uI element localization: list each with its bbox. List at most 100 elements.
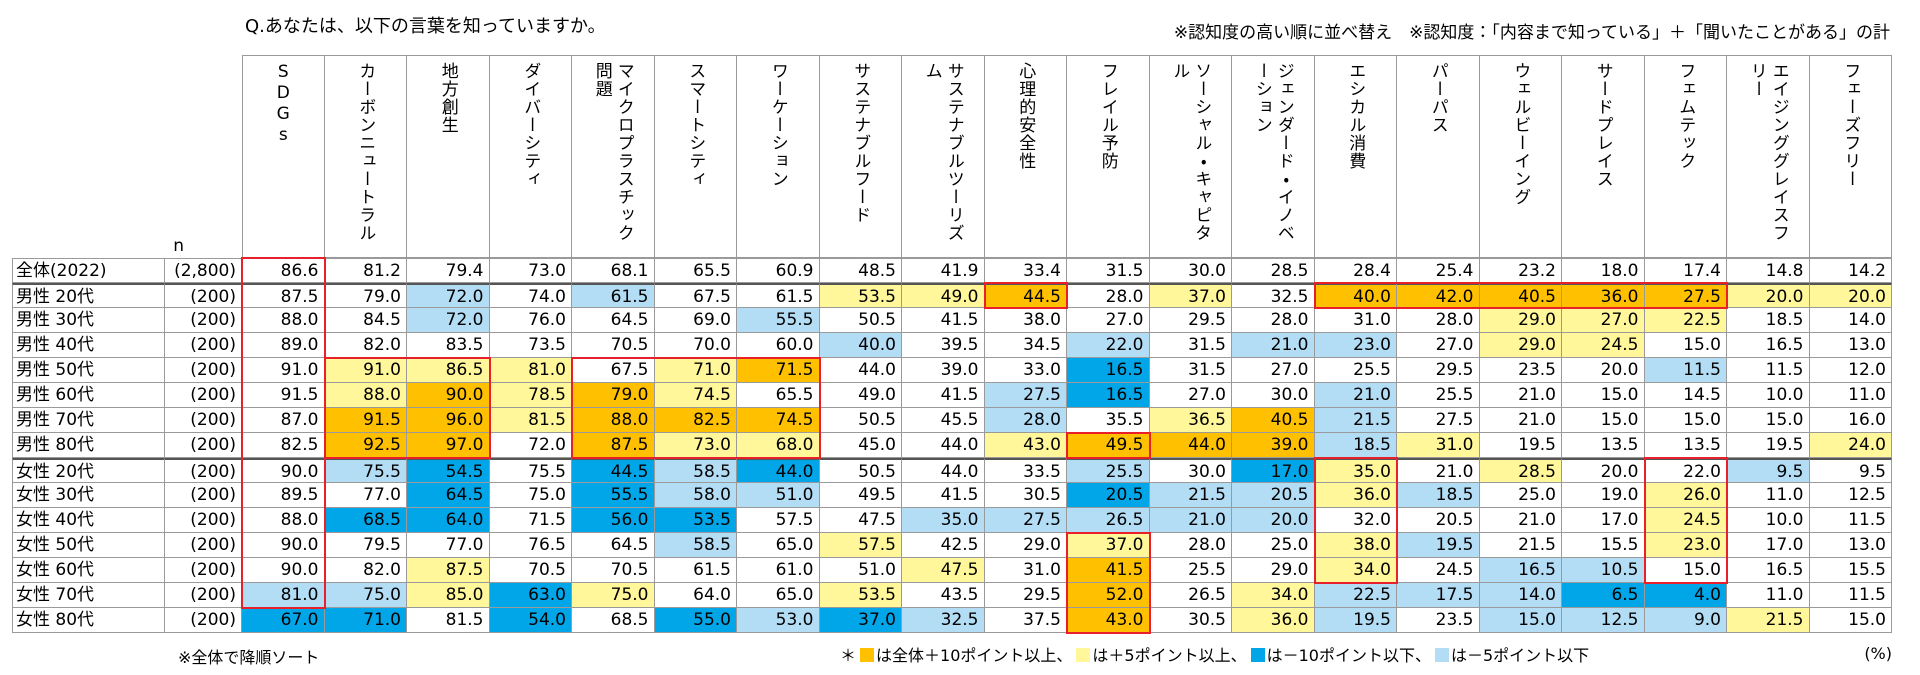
value-cell: 20.0 (1562, 458, 1645, 483)
sort-note: ※全体で降順ソート (178, 648, 320, 667)
value-cell: 25.0 (1232, 533, 1315, 558)
value-cell: 44.0 (902, 433, 985, 458)
value-cell: 21.0 (1479, 508, 1562, 533)
row-label: 男性 60代 (12, 383, 165, 408)
value-cell: 17.0 (1232, 458, 1315, 483)
column-label: パーパス (1427, 62, 1448, 134)
value-cell: 39.5 (902, 333, 985, 358)
value-cell: 32.5 (1232, 283, 1315, 308)
value-cell: 72.0 (489, 433, 572, 458)
value-cell: 89.0 (242, 333, 325, 358)
value-cell: 15.0 (1644, 558, 1727, 583)
value-cell: 81.5 (489, 408, 572, 433)
value-cell: 20.0 (1562, 358, 1645, 383)
value-cell: 56.0 (572, 508, 655, 533)
row-n: (200) (165, 383, 242, 408)
value-cell: 25.5 (1397, 383, 1480, 408)
value-cell: 10.0 (1727, 508, 1810, 533)
row-label: 女性 20代 (12, 458, 165, 483)
value-cell: 87.5 (242, 283, 325, 308)
value-cell: 41.5 (902, 383, 985, 408)
value-cell: 16.0 (1809, 408, 1892, 433)
column-header: エイジンググレイスフリー (1727, 55, 1810, 258)
value-cell: 87.0 (242, 408, 325, 433)
value-cell: 21.5 (1314, 408, 1397, 433)
value-cell: 75.0 (489, 483, 572, 508)
row-label: 女性 60代 (12, 558, 165, 583)
value-cell: 61.5 (654, 558, 737, 583)
value-cell: 61.5 (737, 283, 820, 308)
value-cell: 16.5 (1479, 558, 1562, 583)
value-cell: 27.0 (1067, 308, 1150, 333)
row-label: 女性 30代 (12, 483, 165, 508)
value-cell: 81.0 (242, 583, 325, 608)
column-header: ジェンダード・イノベーション (1232, 55, 1315, 258)
value-cell: 70.5 (572, 333, 655, 358)
value-cell: 55.5 (572, 483, 655, 508)
value-cell: 15.0 (1644, 408, 1727, 433)
value-cell: 20.5 (1397, 508, 1480, 533)
value-cell: 28.5 (1479, 458, 1562, 483)
value-cell: 23.0 (1314, 333, 1397, 358)
value-cell: 53.0 (737, 608, 820, 633)
value-cell: 64.0 (654, 583, 737, 608)
value-cell: 27.5 (1644, 283, 1727, 308)
value-cell: 15.0 (1479, 608, 1562, 633)
row-label: 男性 50代 (12, 358, 165, 383)
row-n: (200) (165, 408, 242, 433)
value-cell: 49.5 (819, 483, 902, 508)
column-label: 地方創生 (437, 62, 458, 134)
column-header: エシカル消費 (1314, 55, 1397, 258)
value-cell: 11.5 (1809, 583, 1892, 608)
value-cell: 82.0 (324, 558, 407, 583)
value-cell: 29.5 (1397, 358, 1480, 383)
value-cell: 78.5 (489, 383, 572, 408)
value-cell: 21.0 (1397, 458, 1480, 483)
value-cell: 57.5 (819, 533, 902, 558)
value-cell: 37.0 (1149, 283, 1232, 308)
column-header: マイクロプラスチック問題 (572, 55, 655, 258)
value-cell: 25.0 (1479, 483, 1562, 508)
value-cell: 45.0 (819, 433, 902, 458)
value-cell: 68.1 (572, 258, 655, 283)
value-cell: 60.9 (737, 258, 820, 283)
value-cell: 31.5 (1149, 358, 1232, 383)
value-cell: 21.0 (1232, 333, 1315, 358)
swatch (1250, 648, 1265, 662)
value-cell: 20.5 (1067, 483, 1150, 508)
row-label: 女性 70代 (12, 583, 165, 608)
value-cell: 58.0 (654, 483, 737, 508)
row-label: 女性 80代 (12, 608, 165, 633)
value-cell: 91.0 (242, 358, 325, 383)
value-cell: 54.0 (489, 608, 572, 633)
value-cell: 19.5 (1314, 608, 1397, 633)
value-cell: 47.5 (819, 508, 902, 533)
value-cell: 90.0 (242, 558, 325, 583)
value-cell: 33.4 (984, 258, 1067, 283)
value-cell: 39.0 (1232, 433, 1315, 458)
column-header: フレイル予防 (1067, 55, 1150, 258)
value-cell: 39.0 (902, 358, 985, 383)
value-cell: 86.5 (407, 358, 490, 383)
value-cell: 60.0 (737, 333, 820, 358)
value-cell: 27.0 (1562, 308, 1645, 333)
value-cell: 27.0 (1397, 333, 1480, 358)
value-cell: 40.0 (1314, 283, 1397, 308)
value-cell: 17.4 (1644, 258, 1727, 283)
value-cell: 88.0 (572, 408, 655, 433)
row-n: (200) (165, 608, 242, 633)
value-cell: 54.5 (407, 458, 490, 483)
value-cell: 33.5 (984, 458, 1067, 483)
value-cell: 53.5 (819, 283, 902, 308)
row-n: (200) (165, 308, 242, 333)
column-label: サステナブルツーリズム (921, 62, 964, 242)
value-cell: 73.0 (489, 258, 572, 283)
column-label: サステナブルフード (850, 62, 871, 224)
value-cell: 37.0 (1067, 533, 1150, 558)
value-cell: 19.5 (1397, 533, 1480, 558)
value-cell: 27.0 (1149, 383, 1232, 408)
column-label: ワーケーション (767, 62, 788, 188)
column-header: スマートシティ (654, 55, 737, 258)
value-cell: 71.0 (654, 358, 737, 383)
value-cell: 44.0 (819, 358, 902, 383)
